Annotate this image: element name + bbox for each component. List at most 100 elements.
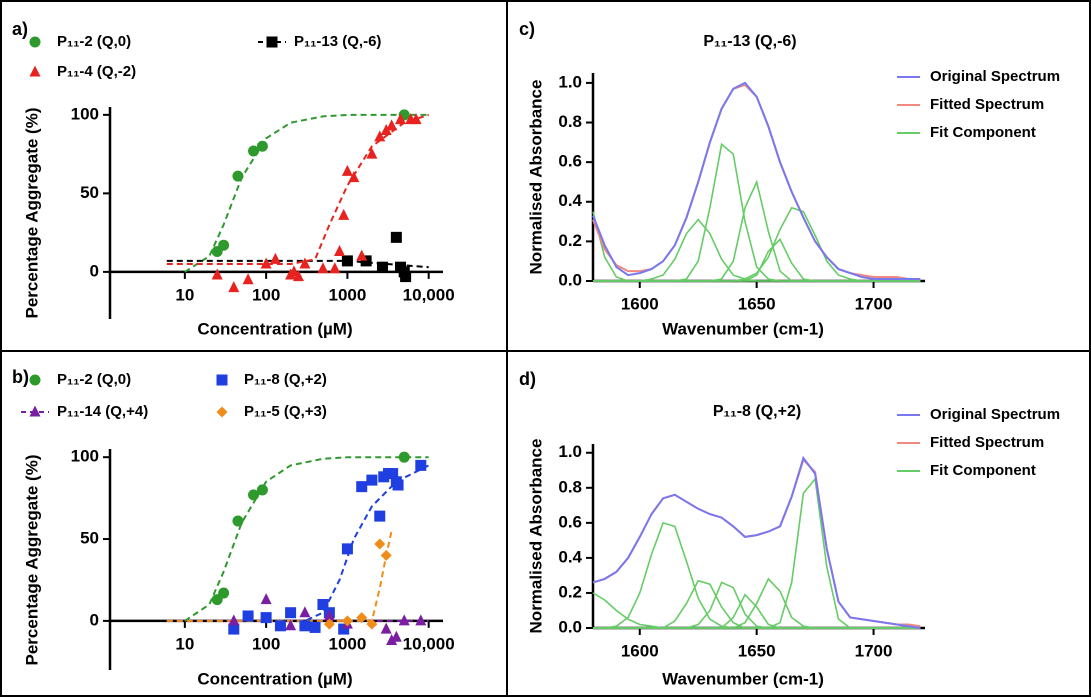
marker	[334, 244, 346, 256]
chart-title: P₁₁-13 (Q,-6)	[703, 33, 796, 50]
marker	[395, 113, 406, 125]
marker	[380, 622, 392, 634]
marker	[392, 479, 404, 491]
marker	[366, 618, 378, 630]
y-tick-label: 0.0	[558, 270, 582, 289]
spectrum-line	[592, 81, 921, 280]
marker	[256, 140, 268, 152]
marker	[338, 623, 350, 635]
y-tick-label: 100	[71, 447, 99, 466]
marker	[299, 620, 311, 632]
fit-curve	[184, 113, 429, 273]
marker	[387, 468, 399, 480]
marker	[228, 281, 240, 293]
marker	[232, 170, 244, 182]
panel-label: a)	[12, 19, 28, 39]
legend-label: Fit Component	[930, 462, 1036, 479]
x-tick-label: 1600	[621, 294, 659, 313]
y-axis-label: Percentage Aggregate (%)	[22, 455, 41, 666]
marker	[410, 113, 422, 125]
marker	[269, 252, 281, 264]
x-tick-label: 1700	[855, 294, 893, 313]
y-tick-label: 0.6	[558, 512, 582, 531]
marker	[366, 474, 378, 486]
marker	[376, 261, 388, 273]
marker	[341, 164, 353, 176]
marker	[415, 459, 427, 471]
x-axis-label: Wavenumber (cm-1)	[662, 319, 824, 338]
marker	[348, 171, 360, 183]
y-tick-label: 100	[71, 104, 99, 123]
marker	[356, 481, 368, 493]
marker	[260, 257, 272, 269]
marker	[356, 612, 368, 624]
marker	[317, 599, 329, 611]
marker	[228, 614, 240, 626]
marker	[218, 239, 230, 251]
panel-label: d)	[519, 369, 536, 389]
marker	[398, 614, 410, 626]
fit-curve	[166, 530, 393, 622]
marker	[329, 262, 341, 274]
x-tick-label: 1000	[328, 634, 366, 653]
marker	[274, 620, 286, 632]
y-axis-label: Percentage Aggregate (%)	[22, 108, 41, 319]
y-tick-label: 1.0	[558, 72, 582, 91]
legend-label: Fit Component	[930, 124, 1036, 141]
x-tick-label: 1000	[328, 285, 366, 304]
legend-label: P₁₁-2 (Q,0)	[57, 371, 131, 388]
y-axis-label: Normalised Absorbance	[526, 439, 545, 634]
legend-label: P₁₁-14 (Q,+4)	[57, 403, 148, 420]
x-axis-label: Concentration (µM)	[197, 669, 352, 688]
fit-component	[593, 206, 921, 282]
marker	[390, 630, 402, 642]
marker	[356, 249, 368, 261]
marker	[341, 615, 353, 627]
x-tick-label: 10,000	[403, 285, 455, 304]
marker	[341, 255, 353, 267]
y-tick-label: 0	[90, 261, 99, 280]
panel: a) Concentration (µM) Percentage Aggregate…	[12, 19, 455, 339]
marker	[366, 147, 378, 159]
marker	[380, 549, 392, 561]
legend-label: P₁₁-8 (Q,+2)	[244, 371, 327, 388]
marker	[317, 262, 329, 274]
marker	[256, 484, 268, 496]
fit-curve	[184, 456, 429, 622]
legend-marker	[29, 374, 41, 386]
panel: b) Concentration (µM) Percentage Aggregate…	[12, 367, 455, 689]
x-tick-label: 10	[175, 634, 194, 653]
marker	[398, 451, 410, 463]
legend-label: Original Spectrum	[930, 68, 1060, 85]
marker	[323, 609, 335, 621]
marker	[292, 270, 304, 282]
fit-component	[593, 477, 921, 629]
marker	[228, 623, 240, 635]
marker	[242, 273, 254, 285]
marker	[374, 130, 386, 142]
marker	[415, 614, 427, 626]
marker	[260, 593, 272, 605]
legend-label: P₁₁-13 (Q,-6)	[294, 33, 381, 50]
x-tick-label: 10	[175, 285, 194, 304]
x-tick-label: 100	[252, 285, 280, 304]
legend-label: P₁₁-5 (Q,+3)	[244, 403, 327, 420]
y-tick-label: 0.2	[558, 231, 582, 250]
marker	[285, 607, 297, 619]
legend-marker	[216, 374, 228, 386]
y-tick-label: 0.8	[558, 477, 582, 496]
legend-label: Fitted Spectrum	[930, 434, 1044, 451]
y-tick-label: 0.0	[558, 617, 582, 636]
marker	[242, 610, 254, 622]
legend-label: Original Spectrum	[930, 406, 1060, 423]
marker	[211, 268, 223, 280]
y-tick-label: 1.0	[558, 442, 582, 461]
marker	[323, 618, 335, 630]
x-tick-label: 1600	[621, 641, 659, 660]
marker	[386, 634, 398, 646]
y-tick-label: 0.4	[558, 191, 582, 210]
y-axis-label: Normalised Absorbance	[526, 80, 545, 275]
legend-marker	[29, 36, 41, 48]
